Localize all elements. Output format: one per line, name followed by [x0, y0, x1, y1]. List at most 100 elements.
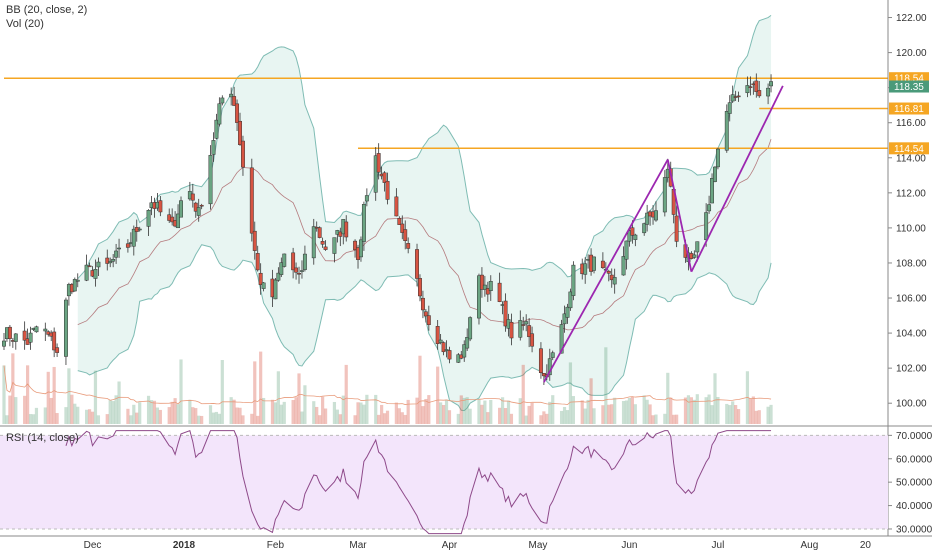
volume-bar	[188, 399, 192, 424]
price-label-text: 114.54	[894, 144, 924, 155]
volume-bar	[356, 402, 360, 424]
candle-body	[302, 253, 307, 270]
volume-bar	[748, 398, 752, 424]
volume-bar	[503, 408, 508, 424]
price-label-bg	[889, 142, 929, 155]
rsi-tick-label: 40.0000	[896, 501, 932, 512]
volume-bar	[146, 395, 151, 424]
volume-bar	[686, 395, 691, 424]
volume-bar	[382, 413, 387, 424]
volume-bar	[34, 407, 39, 424]
volume-bar	[229, 397, 233, 424]
volume-bar	[725, 403, 729, 424]
candle-body	[447, 350, 452, 360]
vol-indicator-label[interactable]: Vol (20)	[6, 18, 44, 30]
volume-bar	[669, 397, 673, 424]
volume-bar	[436, 366, 440, 424]
volume-bar	[439, 402, 443, 424]
candle-body	[456, 354, 461, 363]
volume-bar	[294, 397, 298, 424]
volume-bar	[586, 399, 590, 424]
candle-body	[624, 240, 629, 260]
x-tick-label: 2018	[173, 540, 196, 550]
rsi-line	[65, 430, 772, 535]
volume-bar	[710, 405, 714, 424]
volume-bar	[87, 409, 92, 424]
volume-bar	[521, 364, 525, 424]
volume-bar	[415, 397, 419, 424]
price-tick-label: 108.00	[896, 258, 927, 269]
x-tick-label: 20	[860, 540, 872, 550]
volume-bar	[93, 370, 98, 424]
rsi-indicator-label[interactable]: RSI (14, close)	[6, 432, 79, 444]
candle-body	[633, 234, 638, 240]
volume-bar	[627, 398, 632, 424]
candle-body	[193, 202, 198, 212]
volume-bar	[716, 396, 720, 424]
volume-bar	[731, 401, 735, 424]
candle-body	[382, 172, 387, 183]
volume-bar	[105, 414, 109, 424]
candle-body	[423, 311, 428, 317]
volume-bar	[489, 399, 493, 424]
candle-body	[125, 243, 130, 248]
candle-body	[300, 270, 304, 272]
volume-bar	[135, 412, 139, 424]
candle-body	[530, 333, 535, 347]
candle-body	[642, 223, 647, 234]
bb-indicator-label[interactable]: BB (20, close, 2)	[6, 4, 88, 16]
volume-bar	[276, 371, 280, 424]
candle-body	[418, 278, 422, 297]
candle-body	[158, 200, 163, 213]
volume-bar	[713, 373, 717, 424]
volume-bar	[518, 398, 522, 424]
candle-body	[559, 324, 564, 354]
volume-bar	[583, 408, 587, 424]
volume-bar	[427, 395, 431, 424]
volume-bar	[565, 410, 570, 424]
price-tick-label: 122.00	[896, 13, 927, 24]
candle-body	[320, 241, 325, 245]
candle-body	[282, 253, 287, 267]
price-tick-label: 120.00	[896, 48, 927, 59]
volume-bar	[259, 351, 263, 424]
candle-body	[600, 260, 605, 269]
volume-bar	[270, 399, 275, 424]
candle-body	[727, 102, 732, 114]
volume-bar	[751, 396, 755, 424]
candle-body	[179, 200, 183, 218]
candle-body	[364, 195, 369, 202]
volume-bar	[362, 404, 366, 424]
candle-body	[208, 154, 213, 205]
volume-bar	[447, 410, 452, 424]
candle-body	[627, 230, 632, 242]
volume-bar	[704, 397, 708, 424]
volume-bar	[49, 397, 53, 424]
candle-body	[87, 265, 92, 268]
rsi-tick-label: 30.0000	[896, 524, 932, 535]
volume-bar	[374, 394, 378, 424]
volume-bar	[380, 404, 384, 424]
volume-bar	[217, 413, 221, 424]
candle-body	[769, 81, 773, 87]
candle-body	[488, 281, 493, 292]
candle-body	[420, 297, 425, 311]
volume-bar	[31, 414, 36, 424]
candle-body	[361, 204, 366, 242]
volume-bar	[235, 407, 239, 424]
candle-body	[249, 167, 254, 234]
candle-body	[468, 317, 473, 340]
candle-body	[96, 261, 101, 268]
volume-bar	[321, 396, 325, 424]
candle-body	[317, 227, 322, 238]
candle-body	[438, 339, 443, 343]
volume-bar	[406, 399, 410, 424]
candle-body	[190, 193, 195, 201]
candle-body	[170, 216, 175, 223]
volume-bar	[338, 414, 342, 424]
volume-bar	[672, 414, 676, 424]
candle-body	[426, 315, 431, 325]
candle-body	[241, 140, 245, 168]
volume-bar	[377, 414, 381, 424]
